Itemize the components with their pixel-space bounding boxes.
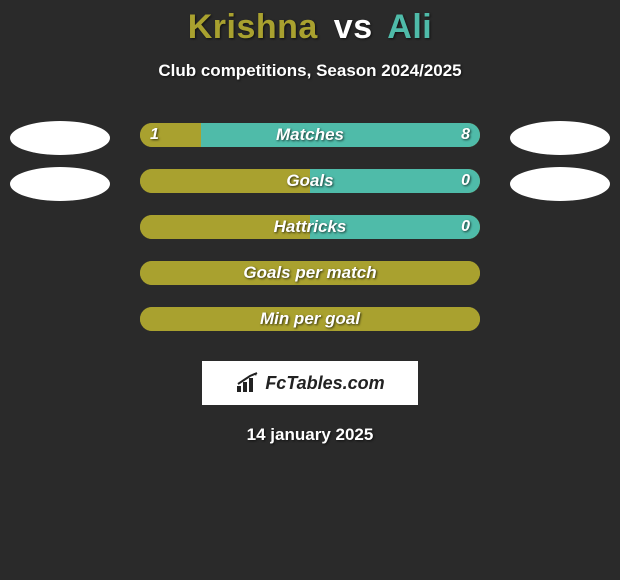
- page-title: Krishna vs Ali: [0, 0, 620, 47]
- stat-value-right: 0: [461, 215, 470, 239]
- stats-arena: Matches18Goals0Hattricks0Goals per match…: [0, 119, 620, 349]
- stat-bar: [140, 169, 480, 193]
- date-label: 14 january 2025: [0, 425, 620, 445]
- stat-bar-left-fill: [140, 261, 480, 285]
- stat-value-right: 0: [461, 169, 470, 193]
- stat-bar-right-fill: [310, 215, 480, 239]
- stat-bar: [140, 215, 480, 239]
- avatar-left: [10, 121, 110, 155]
- stat-bar-left-fill: [140, 169, 310, 193]
- brand-badge: FcTables.com: [202, 361, 418, 405]
- title-player1: Krishna: [188, 8, 318, 46]
- stat-bar-left-fill: [140, 215, 310, 239]
- avatar-left: [10, 167, 110, 201]
- stat-bar-right-fill: [201, 123, 480, 147]
- title-vs: vs: [328, 8, 379, 46]
- stat-row: Matches18: [0, 119, 620, 165]
- stat-row: Goals0: [0, 165, 620, 211]
- stat-value-left: 1: [150, 123, 159, 147]
- brand-chart-icon: [235, 372, 261, 394]
- brand-text: FcTables.com: [265, 373, 384, 394]
- title-player2: Ali: [387, 8, 432, 46]
- stat-bar-right-fill: [310, 169, 480, 193]
- avatar-right: [510, 167, 610, 201]
- stat-value-right: 8: [461, 123, 470, 147]
- stat-row: Hattricks0: [0, 211, 620, 257]
- avatar-right: [510, 121, 610, 155]
- stat-bar: [140, 123, 480, 147]
- stat-row: Goals per match: [0, 257, 620, 303]
- stat-bar: [140, 307, 480, 331]
- stat-bar-left-fill: [140, 307, 480, 331]
- stat-bar: [140, 261, 480, 285]
- subtitle: Club competitions, Season 2024/2025: [0, 61, 620, 81]
- stat-row: Min per goal: [0, 303, 620, 349]
